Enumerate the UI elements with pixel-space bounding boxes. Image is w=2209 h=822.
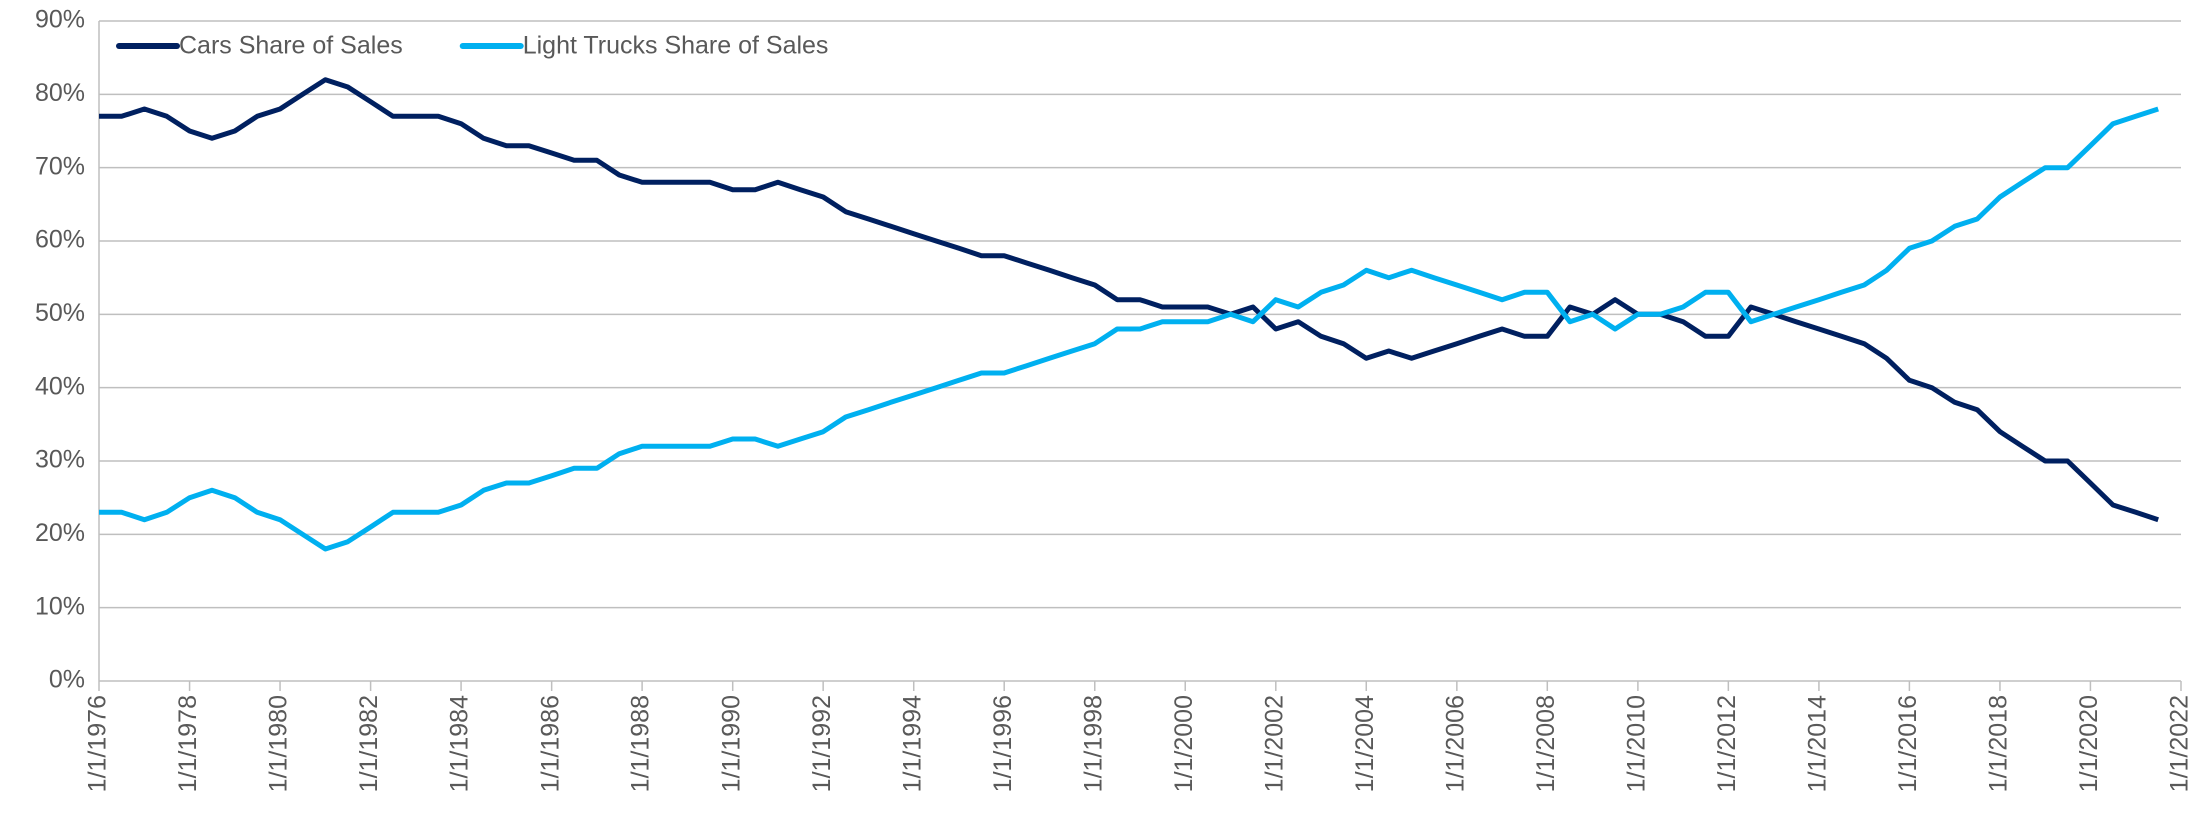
x-tick-label: 1/1/1978 bbox=[174, 695, 202, 792]
x-tick-label: 1/1/2012 bbox=[1713, 695, 1741, 792]
series-line bbox=[99, 77, 2159, 523]
x-tick-label: 1/1/1986 bbox=[536, 695, 564, 792]
x-tick-label: 1/1/2000 bbox=[1170, 695, 1198, 792]
x-tick-label: 1/1/1998 bbox=[1079, 695, 1107, 792]
y-tick-label: 50% bbox=[35, 299, 85, 327]
x-tick-label: 1/1/1990 bbox=[717, 695, 745, 792]
x-tick-label: 1/1/2014 bbox=[1804, 695, 1832, 792]
x-tick-label: 1/1/1992 bbox=[808, 695, 836, 792]
x-tick-label: 1/1/2018 bbox=[1985, 695, 2013, 792]
x-tick-label: 1/1/1984 bbox=[446, 695, 474, 792]
x-tick-label: 1/1/1994 bbox=[898, 695, 926, 792]
legend-label: Cars Share of Sales bbox=[179, 32, 403, 60]
x-tick-label: 1/1/2006 bbox=[1441, 695, 1469, 792]
y-tick-label: 20% bbox=[35, 519, 85, 547]
y-tick-label: 10% bbox=[35, 592, 85, 620]
x-tick-label: 1/1/1996 bbox=[989, 695, 1017, 792]
y-tick-label: 60% bbox=[35, 226, 85, 254]
x-tick-label: 1/1/1980 bbox=[265, 695, 293, 792]
x-tick-label: 1/1/2002 bbox=[1260, 695, 1288, 792]
y-tick-label: 80% bbox=[35, 79, 85, 107]
x-tick-label: 1/1/2004 bbox=[1351, 695, 1379, 792]
y-tick-label: 70% bbox=[35, 152, 85, 180]
x-tick-label: 1/1/1988 bbox=[627, 695, 655, 792]
y-tick-label: 40% bbox=[35, 372, 85, 400]
y-tick-label: 30% bbox=[35, 446, 85, 474]
y-tick-label: 0% bbox=[49, 666, 85, 694]
y-tick-label: 90% bbox=[35, 6, 85, 34]
series-line bbox=[99, 106, 2159, 552]
x-tick-label: 1/1/2022 bbox=[2166, 695, 2194, 792]
x-tick-label: 1/1/2008 bbox=[1532, 695, 1560, 792]
x-tick-label: 1/1/2010 bbox=[1622, 695, 1650, 792]
x-tick-label: 1/1/2020 bbox=[2075, 695, 2103, 792]
legend-label: Light Trucks Share of Sales bbox=[523, 32, 829, 60]
x-tick-label: 1/1/1976 bbox=[84, 695, 112, 792]
x-tick-label: 1/1/2016 bbox=[1894, 695, 1922, 792]
x-tick-label: 1/1/1982 bbox=[355, 695, 383, 792]
